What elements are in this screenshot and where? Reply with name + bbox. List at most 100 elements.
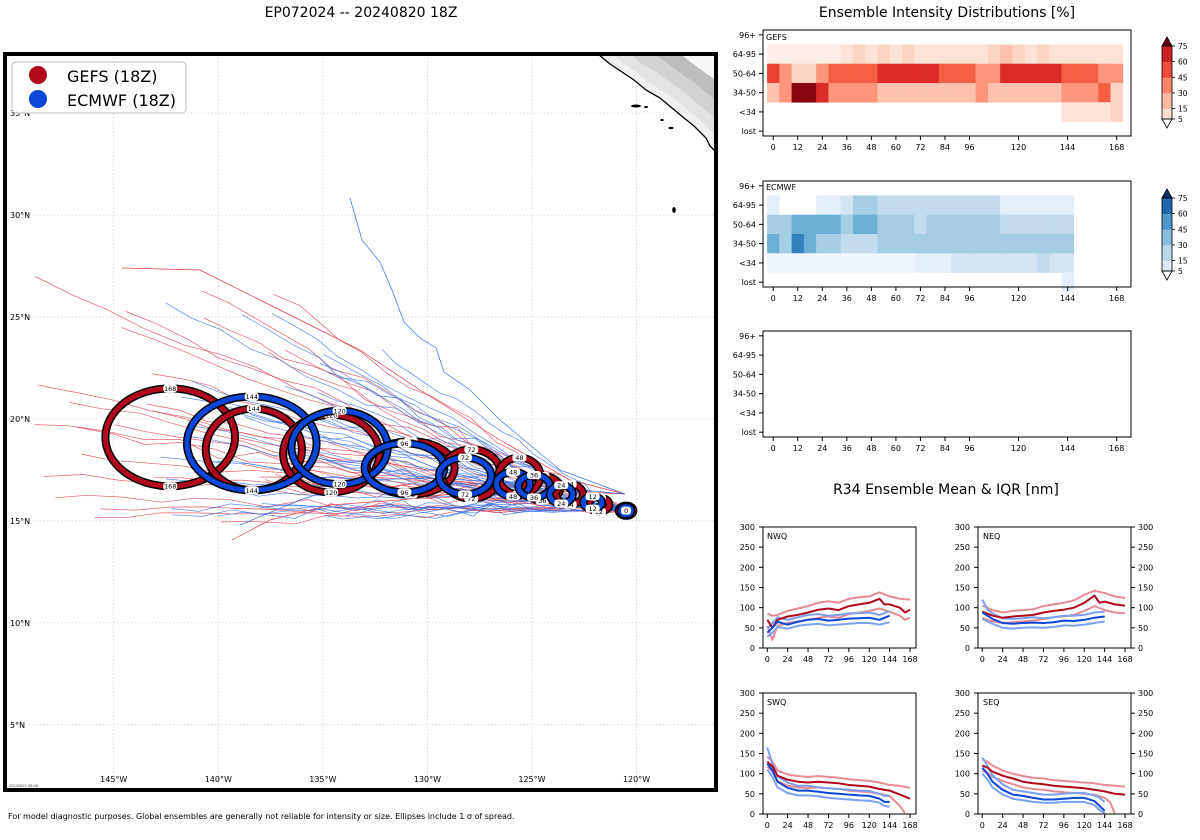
colorbar-tick-label: 45 [1178,225,1188,234]
ecmwf-iqr-high-line [766,747,890,797]
heatmap-x-label: 144 [1060,444,1075,453]
r34-y-label-right: 300 [1138,689,1153,698]
ecmwf-lead-label: 48 [509,468,517,476]
heatmap-cell [840,83,854,103]
forecast-ellipses: 1681681441441201209696727248483636242412… [101,384,638,520]
heatmap-row-label: 34-50 [733,89,756,98]
gefs-lead-label: 144 [248,405,260,413]
r34-nwq-chart: 0 24 48 72 96 120 144 168 0 50 100 150 200 250 300 [740,523,918,664]
r34-x-label: 168 [902,821,917,830]
heatmap-cell [877,253,891,273]
heatmap-frame [762,29,1132,137]
colorbar-frame [1161,197,1173,272]
heatmap-cell [791,214,805,235]
heatmap-x-label: 84 [940,444,950,453]
ecmwf-lead-badge [397,439,412,448]
gefs-lead-label: 120 [325,489,337,497]
heatmap-cell [865,83,878,103]
heatmap-cell [779,63,792,84]
track-map-panel: EP072024 -- 20240820 18Z 168168144144120… [3,5,718,792]
r34-y-label-left: 200 [955,729,970,738]
ecmwf-lead-label: 24 [557,482,565,490]
r34-x-label: 144 [882,655,897,664]
ecmwf-lead-badge [244,486,259,495]
r34-nwq-label: NWQ [767,532,787,541]
heatmap-cell [1061,195,1075,216]
latitude-tick-label: 15°N [10,517,30,526]
heatmap-x-label: 72 [915,444,925,453]
heatmap-x-label: 12 [793,444,803,453]
ecmwf-iqr-low-line [766,621,890,638]
r34-y-label-left: 250 [955,543,970,552]
heatmap-cell [1024,195,1038,216]
r34-frame [977,526,1132,649]
ecmwf-lead-label: 12 [588,493,596,501]
r34-x-label: 24 [783,655,793,664]
ecmwf-lead-label: 0 [624,507,628,515]
heatmap-cell [1012,63,1025,84]
latitude-tick-label: 35°N [10,109,30,118]
heatmap-x-label: 0 [771,143,776,152]
ecmwf-lead-badge [585,504,600,513]
heatmap-cell [1049,83,1062,103]
ecmwf-heatmap-label: ECMWF [766,183,796,192]
heatmap-cell [926,214,940,235]
heatmap-cell [1049,253,1062,273]
heatmap-cell [987,253,1001,273]
ecmwf-lead-label: 120 [333,481,345,489]
ecmwf-iqr-low-line [981,618,1105,630]
heatmap-cell [852,44,866,65]
heatmap-cell [877,83,891,103]
heatmap-cell [951,83,964,103]
legend-ecmwf-marker [29,90,47,108]
heatmap-cell [803,83,817,103]
heatmap-cell [963,63,976,84]
r34-y-label-right: 150 [1138,584,1153,593]
ecmwf-lead-badge [332,480,347,489]
gefs-lead-label: 168 [164,385,176,393]
gefs-lead-badge [324,488,339,497]
colorbar-tick-label: 5 [1178,115,1183,124]
r34-neq-chart: 0 24 48 72 96 120 144 168 0 0 50 50 100 100 150 150 200 2… [955,523,1154,664]
r34-y-label-left: 0 [965,644,970,653]
ecmwf-lead-label: 24 [557,500,565,508]
ecmwf-lead-badge [458,453,473,462]
colorbar-segment [1162,46,1172,62]
r34-x-label: 72 [823,655,833,664]
gefs-mean-line [981,594,1126,619]
ensemble-member-track [231,489,626,541]
r34-swq-label: SWQ [767,698,786,707]
heatmap-cell [1000,63,1013,84]
ecmwf-iqr-high-line [766,609,890,630]
heatmap-cell [1024,214,1038,235]
heatmap-cell [1036,44,1050,65]
ecmwf-lead-badge [506,492,521,501]
heatmap-cell [852,83,866,103]
r34-x-label: 72 [1038,655,1048,664]
r34-y-label: 200 [740,563,755,572]
heatmap-cell [779,234,792,254]
colorbar-tick-label: 45 [1178,73,1188,82]
heatmap-x-label: 36 [842,143,852,152]
heatmap-cell [1049,195,1062,216]
colorbar-tick-label: 15 [1178,105,1188,114]
heatmap-cell [865,234,878,254]
heatmap-cell [767,63,780,84]
heatmap-cell [1000,83,1013,103]
heatmap-cell [902,44,915,65]
heatmap-cell [791,253,805,273]
colorbar-extend-bottom [1161,118,1173,129]
r34-y-label-left: 150 [955,584,970,593]
gefs-lead-badge [512,453,527,462]
heatmap-cell [1012,214,1025,235]
heatmap-row-label: lost [742,278,756,287]
heatmap-cell [767,214,780,235]
r34-x-label: 24 [998,655,1008,664]
heatmap-x-label: 120 [1011,444,1026,453]
r34-y-label-right: 0 [1138,644,1143,653]
colorbar-segment [1162,92,1172,109]
heatmap-x-label: 24 [817,294,827,303]
heatmap-cell [963,44,976,65]
ensemble-member-track [171,501,629,512]
ensemble-member-track [217,507,629,520]
